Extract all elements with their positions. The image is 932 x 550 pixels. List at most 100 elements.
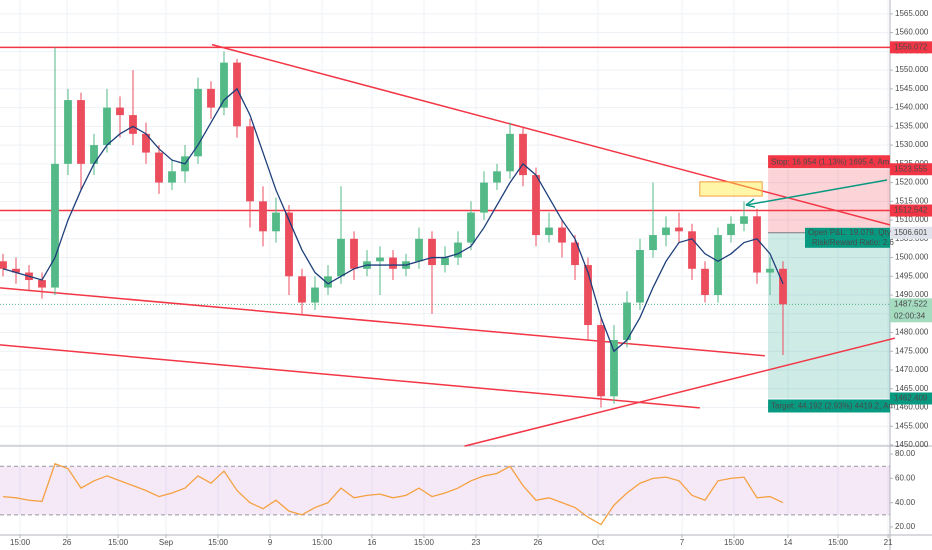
- y-tick-label: 1490.000: [895, 290, 929, 299]
- arrow-head: [745, 198, 756, 208]
- x-tick-label: 15:00: [724, 538, 745, 547]
- x-tick-label: 15:00: [828, 538, 849, 547]
- candle-body: [155, 152, 163, 183]
- x-tick-label: 21: [884, 538, 893, 547]
- x-tick-label: 15:00: [312, 538, 333, 547]
- moving-average: [2, 87, 784, 353]
- x-tick-label: 7: [680, 538, 685, 547]
- last-price-label: 1487.522: [894, 299, 928, 308]
- y-tick-label: 1545.000: [895, 84, 929, 93]
- candle-body: [610, 340, 618, 397]
- candle-body: [701, 268, 709, 296]
- y-tick-label: 1470.000: [895, 365, 929, 374]
- trend-line: [211, 43, 891, 226]
- y-tick-label: 1510.000: [895, 215, 929, 224]
- candle-body: [77, 100, 85, 164]
- trend-line: [464, 337, 895, 447]
- candle-body: [506, 133, 514, 172]
- candle-body: [0, 261, 7, 269]
- candle-body: [12, 268, 20, 273]
- y-tick-label: 1495.000: [895, 271, 929, 280]
- candle-body: [727, 223, 735, 236]
- x-tick-label: 26: [533, 538, 542, 547]
- y-tick-label: 1460.000: [895, 403, 929, 412]
- candle-body: [493, 171, 501, 183]
- candle-body: [233, 62, 241, 127]
- price-tag: [890, 163, 932, 176]
- stop-box: [768, 155, 890, 169]
- rr-text: Risk/Reward Ratio: 2.6: [812, 238, 894, 247]
- candle-body: [779, 268, 787, 305]
- candle-body: [311, 287, 319, 303]
- y-tick-label: 1530.000: [895, 140, 929, 149]
- trend-line: [0, 287, 765, 357]
- candle-body: [766, 268, 774, 273]
- x-tick-label: 15:00: [108, 538, 129, 547]
- candle-body: [90, 145, 98, 164]
- target-text: Target: 44.192 (2.93%) 4419.2, Am: [771, 402, 895, 411]
- countdown: 02:00:34: [894, 311, 926, 320]
- y-tick-label: 1515.000: [895, 196, 929, 205]
- candle-body: [454, 242, 462, 258]
- y-tick-label: 1455.000: [895, 421, 929, 430]
- candle-body: [558, 227, 566, 243]
- x-tick-label: 15:00: [10, 538, 31, 547]
- pnl-text: Open P&L: 19.079, Qty: [808, 228, 891, 237]
- y-tick-label: 1535.000: [895, 121, 929, 130]
- y-tick-label: 1475.000: [895, 346, 929, 355]
- target-box: [768, 399, 890, 413]
- y-tick-label: 1560.000: [895, 28, 929, 37]
- highlight-box: [699, 181, 763, 197]
- candle-body: [337, 238, 345, 277]
- candle-body: [51, 163, 59, 288]
- candle-body: [168, 171, 176, 183]
- candle-body: [298, 276, 306, 303]
- x-tick-label: 23: [471, 538, 480, 547]
- candle-body: [649, 235, 657, 251]
- candle-body: [324, 276, 332, 288]
- y-tick-label: 1540.000: [895, 103, 929, 112]
- candle-body: [519, 133, 527, 176]
- candle-body: [532, 175, 540, 236]
- candle-body: [103, 107, 111, 146]
- pnl-box: [805, 227, 890, 248]
- x-tick-label: Oct: [592, 538, 605, 547]
- x-tick-label: 9: [268, 538, 273, 547]
- price-tag-label: 1462.409: [894, 394, 928, 403]
- candle-body: [441, 257, 449, 266]
- stop-zone: [768, 169, 890, 233]
- rsi-tick-label: 60.00: [895, 473, 916, 482]
- price-tag: [890, 226, 932, 239]
- target-zone: [768, 232, 890, 399]
- candle-body: [428, 238, 436, 266]
- trend-line: [0, 344, 700, 409]
- candle-body: [597, 325, 605, 397]
- candle-body: [272, 212, 280, 232]
- x-tick-label: 15:00: [414, 538, 435, 547]
- y-tick-label: 1550.000: [895, 65, 929, 74]
- candle-body: [246, 126, 254, 202]
- price-tag-label: 1556.072: [894, 42, 928, 51]
- candle-body: [376, 257, 384, 262]
- candle-body: [675, 227, 683, 232]
- candle-body: [636, 250, 644, 303]
- y-tick-label: 1480.000: [895, 328, 929, 337]
- candle-body: [350, 238, 358, 269]
- x-tick-label: 15:00: [208, 538, 229, 547]
- candle-body: [688, 231, 696, 269]
- candle-body: [194, 88, 202, 157]
- candle-body: [415, 238, 423, 262]
- price-tag: [890, 204, 932, 217]
- y-tick-label: 1520.000: [895, 178, 929, 187]
- candle-body: [623, 302, 631, 341]
- candle-body: [545, 227, 553, 236]
- candle-body: [116, 107, 124, 116]
- candle-body: [753, 216, 761, 273]
- candle-body: [142, 133, 150, 153]
- price-tag-label: 1506.601: [894, 228, 928, 237]
- candle-body: [220, 62, 228, 108]
- candle-body: [740, 216, 748, 224]
- x-tick-label: 14: [783, 538, 792, 547]
- candle-body: [285, 212, 293, 277]
